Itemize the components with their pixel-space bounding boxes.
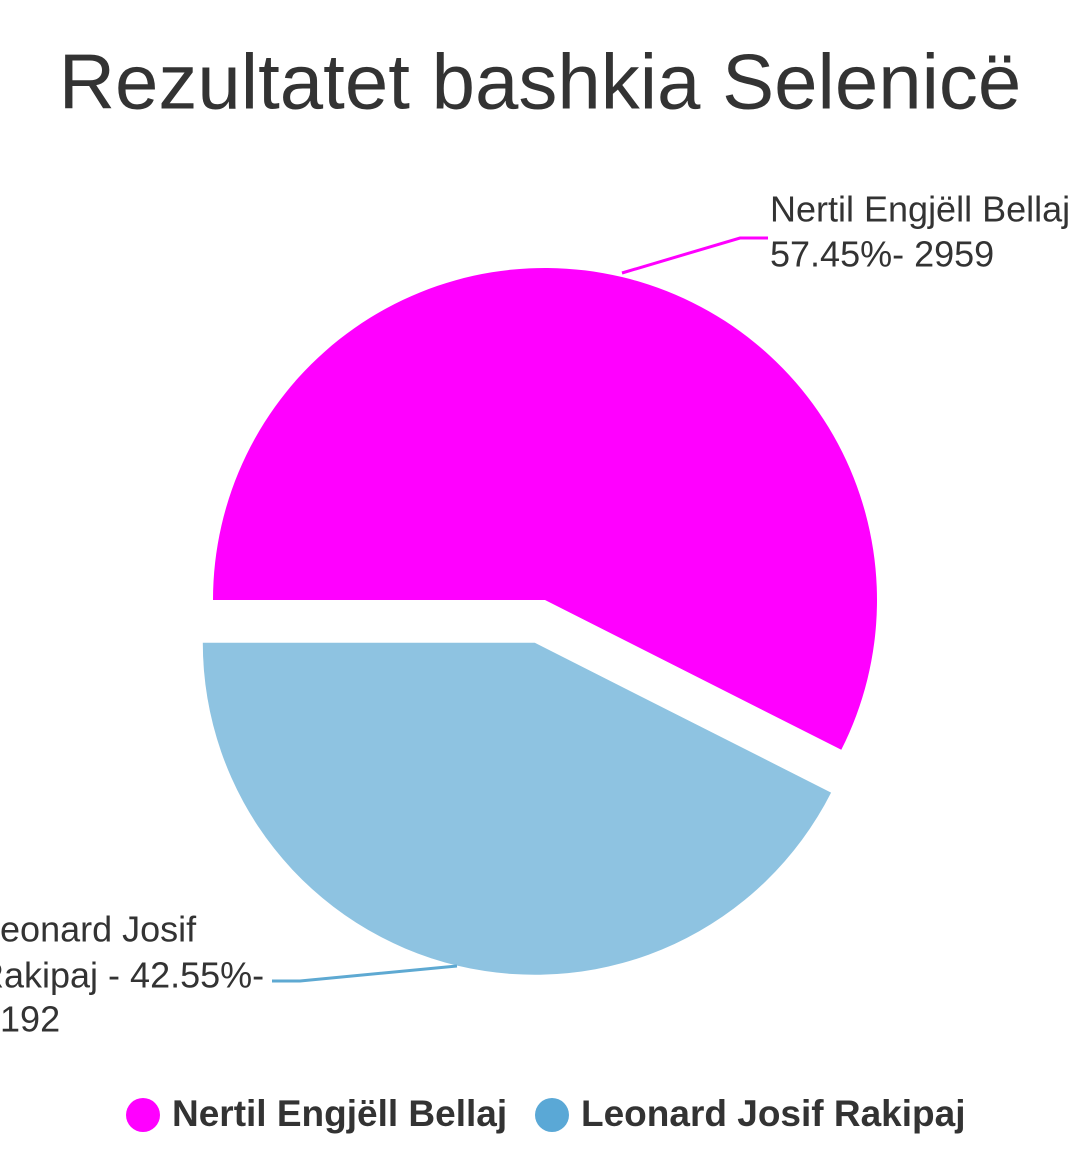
data-label: 57.45%- 2959 bbox=[770, 234, 994, 275]
legend-label: Nertil Engjëll Bellaj bbox=[172, 1093, 507, 1134]
legend-marker bbox=[126, 1098, 160, 1132]
legend-marker bbox=[535, 1098, 569, 1132]
pie-slice bbox=[213, 267, 878, 750]
chart-title: Rezultatet bashkia Selenicë bbox=[59, 38, 1022, 126]
pie-slice bbox=[202, 642, 832, 975]
leader-line bbox=[272, 964, 458, 983]
data-label: Rakipaj - 42.55%- bbox=[0, 955, 264, 996]
data-label: Nertil Engjëll Bellaj bbox=[770, 189, 1070, 230]
data-label: 2192 bbox=[0, 999, 60, 1040]
legend-label: Leonard Josif Rakipaj bbox=[581, 1093, 966, 1134]
leader-line bbox=[621, 236, 768, 275]
data-label: Leonard Josif bbox=[0, 909, 197, 950]
